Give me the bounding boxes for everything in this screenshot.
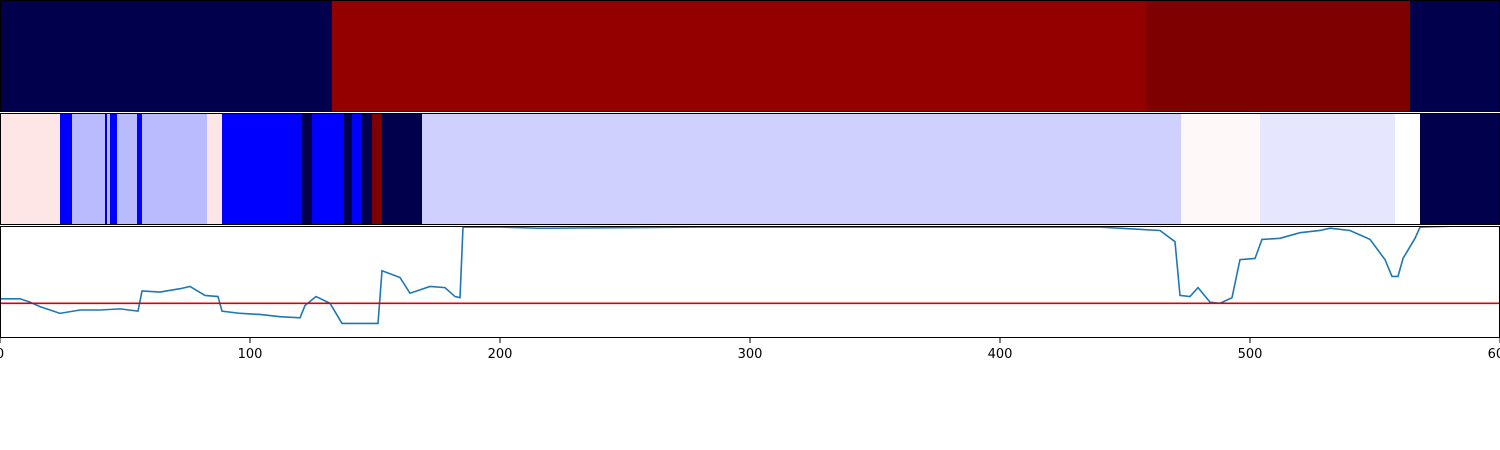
strip-segment — [312, 113, 344, 225]
strip-segment — [302, 113, 312, 225]
strip-segment — [382, 113, 422, 225]
x-tick-label: 400 — [988, 347, 1013, 362]
strip-segment — [1181, 113, 1260, 225]
x-tick-label: 600 — [1488, 347, 1500, 362]
strip-segment — [0, 0, 332, 112]
x-tick-label: 100 — [238, 347, 263, 362]
x-tick-label: 0 — [0, 347, 4, 362]
x-tick-label: 300 — [738, 347, 763, 362]
strip-segment — [110, 113, 117, 225]
strip-segment — [1260, 113, 1395, 225]
data-line — [0, 226, 1461, 325]
strip-segment — [72, 113, 105, 225]
strip-segment — [352, 113, 362, 225]
strip-segment — [1146, 0, 1410, 112]
strip-segment — [362, 113, 372, 225]
strip-segment — [1420, 113, 1500, 225]
strip-segment — [422, 113, 1181, 225]
strip-segment — [222, 113, 302, 225]
strip-segment — [344, 113, 352, 225]
panel-frame — [0, 226, 1500, 338]
strip-segment — [1410, 0, 1500, 112]
strip-segment — [1395, 113, 1420, 225]
x-tick-label: 500 — [1238, 347, 1263, 362]
strip-segment — [0, 113, 60, 225]
strip-segment — [142, 113, 207, 225]
strip-segment — [372, 113, 382, 225]
strip-segment — [332, 0, 1146, 112]
strip-segment — [117, 113, 137, 225]
strip-segment — [60, 113, 72, 225]
strip-segment — [105, 113, 107, 225]
strip-segment — [137, 113, 142, 225]
strip-segment — [107, 113, 110, 225]
x-tick-label: 200 — [488, 347, 513, 362]
strip-segment — [207, 113, 222, 225]
